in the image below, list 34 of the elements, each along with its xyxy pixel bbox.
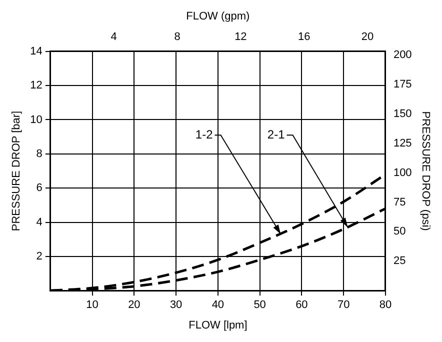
- x-tick-label: 70: [337, 299, 350, 312]
- y-tick-label: 10: [30, 114, 42, 126]
- x-tick-label: 60: [296, 299, 308, 312]
- y2-tick-label: 50: [393, 226, 406, 238]
- y-tick-label: 14: [30, 45, 42, 58]
- x-axis-title: FLOW [lpm]: [188, 319, 248, 332]
- x-tick-label: 80: [379, 299, 392, 312]
- x2-axis-title: FLOW (gpm): [186, 10, 250, 23]
- x2-tick-label: 8: [174, 30, 180, 43]
- annotation: 1-2: [195, 127, 214, 142]
- y-tick-label: 12: [30, 80, 42, 92]
- y2-tick-label: 125: [393, 137, 412, 150]
- x2-tick-label: 16: [298, 30, 310, 43]
- x-tick-label: 10: [86, 299, 98, 312]
- annotation: 2-1: [267, 127, 286, 142]
- y-tick-label: 8: [36, 148, 42, 160]
- y2-tick-label: 200: [393, 48, 412, 61]
- x2-tick-label: 4: [110, 30, 117, 43]
- y2-tick-label: 75: [393, 196, 406, 208]
- x-tick-label: 40: [212, 299, 224, 312]
- y2-tick-label: 175: [393, 78, 412, 90]
- x-tick-label: 20: [128, 299, 140, 312]
- y2-tick-label: 100: [393, 166, 412, 179]
- y2-axis-title: PRESSURE DROP (psi): [419, 111, 432, 231]
- y2-tick-label: 25: [393, 255, 406, 268]
- y2-tick-label: 150: [393, 108, 412, 120]
- y-tick-label: 6: [36, 182, 42, 194]
- y-axis-title: PRESSURE DROP [bar]: [10, 110, 23, 232]
- y-tick-label: 4: [36, 216, 42, 228]
- x2-tick-label: 12: [234, 30, 247, 43]
- x-tick-label: 30: [170, 299, 182, 312]
- x2-tick-label: 20: [361, 30, 374, 43]
- x-tick-label: 50: [254, 299, 266, 312]
- y-tick-label: 2: [36, 250, 42, 262]
